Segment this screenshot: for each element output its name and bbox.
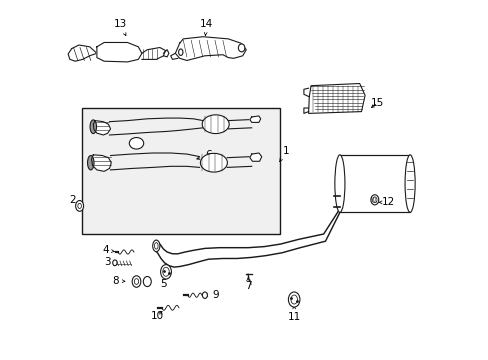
Polygon shape (142, 48, 165, 59)
Ellipse shape (90, 120, 96, 134)
Polygon shape (97, 42, 142, 62)
Ellipse shape (76, 201, 83, 211)
Ellipse shape (202, 115, 229, 134)
Ellipse shape (163, 267, 169, 276)
Text: 6: 6 (196, 150, 211, 160)
Text: 9: 9 (204, 290, 219, 300)
Text: 3: 3 (104, 257, 117, 267)
Ellipse shape (372, 197, 376, 203)
Ellipse shape (113, 260, 117, 266)
Ellipse shape (334, 155, 344, 212)
Ellipse shape (202, 292, 207, 298)
Ellipse shape (160, 265, 171, 279)
Ellipse shape (87, 156, 94, 170)
Text: 11: 11 (287, 306, 300, 322)
Ellipse shape (290, 295, 297, 304)
Text: 4: 4 (102, 245, 115, 255)
Ellipse shape (154, 243, 158, 249)
Bar (82, 108, 280, 234)
Text: 15: 15 (370, 98, 384, 108)
Ellipse shape (370, 195, 378, 205)
Text: 13: 13 (113, 19, 127, 36)
Text: 8: 8 (112, 276, 125, 286)
Polygon shape (93, 121, 110, 135)
Text: 14: 14 (200, 19, 213, 35)
Text: 10: 10 (150, 311, 163, 321)
Text: 1: 1 (279, 146, 288, 162)
Polygon shape (249, 153, 261, 161)
Text: 5: 5 (160, 274, 166, 289)
Ellipse shape (152, 240, 160, 252)
Ellipse shape (238, 44, 244, 52)
Polygon shape (91, 155, 111, 171)
Text: 2: 2 (69, 195, 79, 209)
Ellipse shape (200, 153, 227, 172)
Ellipse shape (288, 292, 299, 307)
Ellipse shape (78, 203, 81, 208)
Ellipse shape (132, 276, 141, 287)
Ellipse shape (404, 155, 414, 212)
Polygon shape (175, 37, 246, 60)
Text: 7: 7 (244, 278, 251, 291)
Bar (339, 155, 409, 212)
Text: 12: 12 (378, 197, 394, 207)
Ellipse shape (178, 49, 183, 55)
Polygon shape (308, 84, 365, 113)
Ellipse shape (129, 138, 143, 149)
Ellipse shape (143, 276, 151, 287)
Ellipse shape (134, 279, 139, 284)
Polygon shape (249, 116, 260, 122)
